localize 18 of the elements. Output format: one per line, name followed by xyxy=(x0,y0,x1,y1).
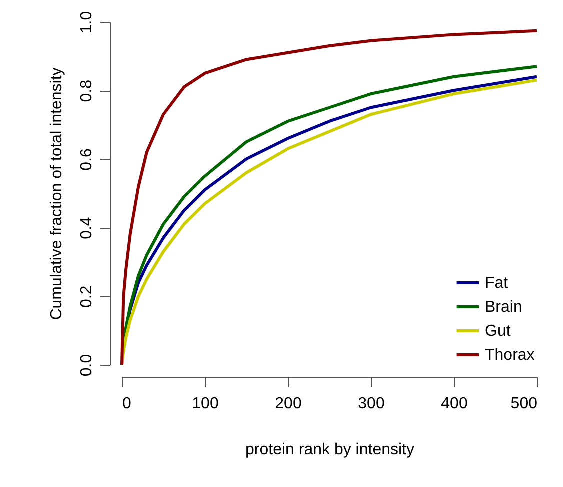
x-tick-label: 0 xyxy=(122,396,132,412)
legend-label: Fat xyxy=(485,275,509,292)
y-tick-label: 0.4 xyxy=(78,217,96,240)
legend-label: Brain xyxy=(485,299,522,316)
x-tick-label: 400 xyxy=(441,396,468,412)
y-tick-label: 0.2 xyxy=(78,286,96,308)
x-tick-label: 300 xyxy=(358,396,385,412)
legend-label: Thorax xyxy=(485,347,535,364)
y-tick-label: 0.6 xyxy=(78,148,96,171)
y-axis-title: Cumulative fraction of total intensity xyxy=(48,68,66,320)
x-tick-label: 100 xyxy=(192,396,219,412)
x-tick-label: 500 xyxy=(510,396,538,412)
y-tick-label: 1.0 xyxy=(78,11,96,34)
x-tick-label: 200 xyxy=(275,396,302,412)
y-tick-label: 0.0 xyxy=(78,354,96,377)
legend-label: Gut xyxy=(485,323,512,340)
y-tick-label: 0.8 xyxy=(78,80,96,102)
x-axis-title: protein rank by intensity xyxy=(246,442,414,458)
